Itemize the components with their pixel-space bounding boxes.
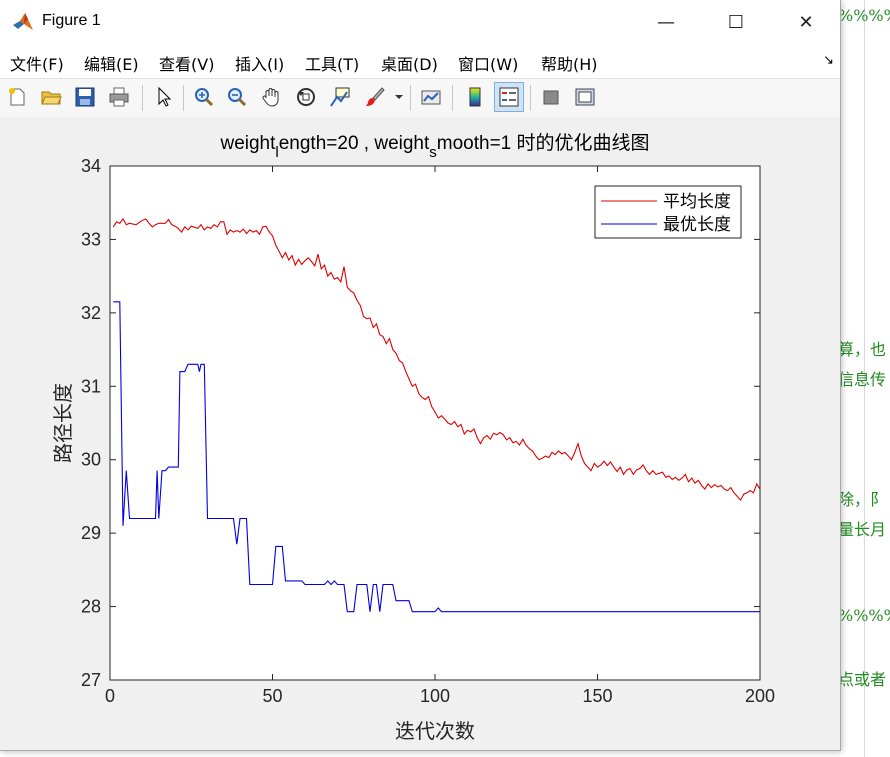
matlab-logo-icon <box>12 11 34 33</box>
toolbar-separator <box>530 85 531 111</box>
editor-line: %%%%% <box>838 606 890 625</box>
x-tick-label: 0 <box>105 686 115 706</box>
editor-line: %%%%% <box>838 6 890 25</box>
menu-help[interactable]: 帮助(H) <box>541 55 598 74</box>
editor-gutter <box>864 0 865 757</box>
rotate-3d-icon[interactable] <box>293 84 319 110</box>
toolbar-separator <box>410 85 411 111</box>
legend-box[interactable] <box>594 185 742 239</box>
show-plot-tools-icon[interactable] <box>572 84 598 110</box>
y-tick-label: 30 <box>81 450 101 470</box>
close-button[interactable]: ✕ <box>798 12 814 33</box>
y-tick-label: 32 <box>81 303 101 323</box>
editor-line: 点或者 <box>838 670 887 689</box>
y-tick-label: 34 <box>81 156 101 176</box>
plot-canvas[interactable]: 0 50 100 150 200 27 28 29 30 31 32 33 34 weightlength… <box>0 117 840 750</box>
axes-box <box>109 165 761 681</box>
y-tick-label: 31 <box>81 376 101 396</box>
plot-area <box>110 166 760 680</box>
y-tick-label: 27 <box>81 670 101 690</box>
menu-edit[interactable]: 编辑(E) <box>84 55 139 74</box>
menu-tools[interactable]: 工具(T) <box>305 55 360 74</box>
chart-title: weightlength=20 , weightsmooth=1 时的优化曲线图 <box>219 132 649 161</box>
zoom-in-icon[interactable] <box>191 84 217 110</box>
window-title: Figure 1 <box>42 12 101 29</box>
editor-line: 量长月 <box>838 520 887 539</box>
y-tick-label: 29 <box>81 523 101 543</box>
y-tick-label: 33 <box>81 229 101 249</box>
editor-line: 信息传 <box>838 370 887 389</box>
open-file-icon[interactable] <box>38 84 64 110</box>
menu-desktop[interactable]: 桌面(D) <box>381 55 438 74</box>
figure-window: Figure 1 — ☐ ✕ 文件(F) 编辑(E) 查看(V) 插入(I) 工… <box>0 0 841 751</box>
menu-view[interactable]: 查看(V) <box>159 55 215 74</box>
new-figure-icon[interactable] <box>4 84 30 110</box>
legend-label-best: 最优长度 <box>663 215 731 235</box>
y-axis-label: 路径长度 <box>51 383 75 463</box>
menu-insert[interactable]: 插入(I) <box>235 55 285 74</box>
toolbar-separator <box>183 85 184 111</box>
print-icon[interactable] <box>106 84 132 110</box>
colorbar-icon[interactable] <box>462 84 488 110</box>
pan-hand-icon[interactable] <box>259 84 285 110</box>
toolbar <box>0 78 840 118</box>
editor-line: 除，阝 <box>838 490 887 509</box>
x-tick-label: 200 <box>745 686 775 706</box>
best-length-line <box>113 301 760 613</box>
editor-line: 算，也 <box>838 340 887 359</box>
toolbar-separator <box>452 85 453 111</box>
minimize-button[interactable]: — <box>657 12 675 33</box>
data-cursor-icon[interactable] <box>327 84 353 110</box>
average-length-line <box>112 217 761 502</box>
toolbar-separator <box>142 85 143 111</box>
menu-bar: 文件(F) 编辑(E) 查看(V) 插入(I) 工具(T) 桌面(D) 窗口(W… <box>0 45 840 78</box>
link-plot-icon[interactable] <box>418 84 444 110</box>
menu-file[interactable]: 文件(F) <box>10 55 64 74</box>
title-bar[interactable]: Figure 1 — ☐ ✕ <box>0 0 840 45</box>
legend-icon[interactable] <box>494 82 524 112</box>
x-tick-label: 150 <box>582 686 612 706</box>
x-tick-label: 50 <box>262 686 282 706</box>
maximize-button[interactable]: ☐ <box>727 12 745 33</box>
dock-arrow-icon[interactable]: ↘ <box>823 53 834 68</box>
menu-window[interactable]: 窗口(W) <box>458 55 519 74</box>
brush-icon[interactable] <box>362 84 388 110</box>
zoom-out-icon[interactable] <box>224 84 250 110</box>
y-tick-label: 28 <box>81 597 101 617</box>
hide-plot-tools-icon[interactable] <box>538 84 564 110</box>
x-axis-label: 迭代次数 <box>395 719 475 743</box>
save-icon[interactable] <box>72 84 98 110</box>
brush-dropdown-icon[interactable] <box>392 84 406 110</box>
pointer-icon[interactable] <box>151 84 177 110</box>
figure-canvas: 0 50 100 150 200 27 28 29 30 31 32 33 34 weightlength… <box>0 117 840 750</box>
background-editor: %%%%% 算，也 信息传 除，阝 量长月 %%%%% 点或者 <box>838 0 890 757</box>
x-tick-label: 100 <box>420 686 450 706</box>
legend-label-average: 平均长度 <box>663 192 731 212</box>
